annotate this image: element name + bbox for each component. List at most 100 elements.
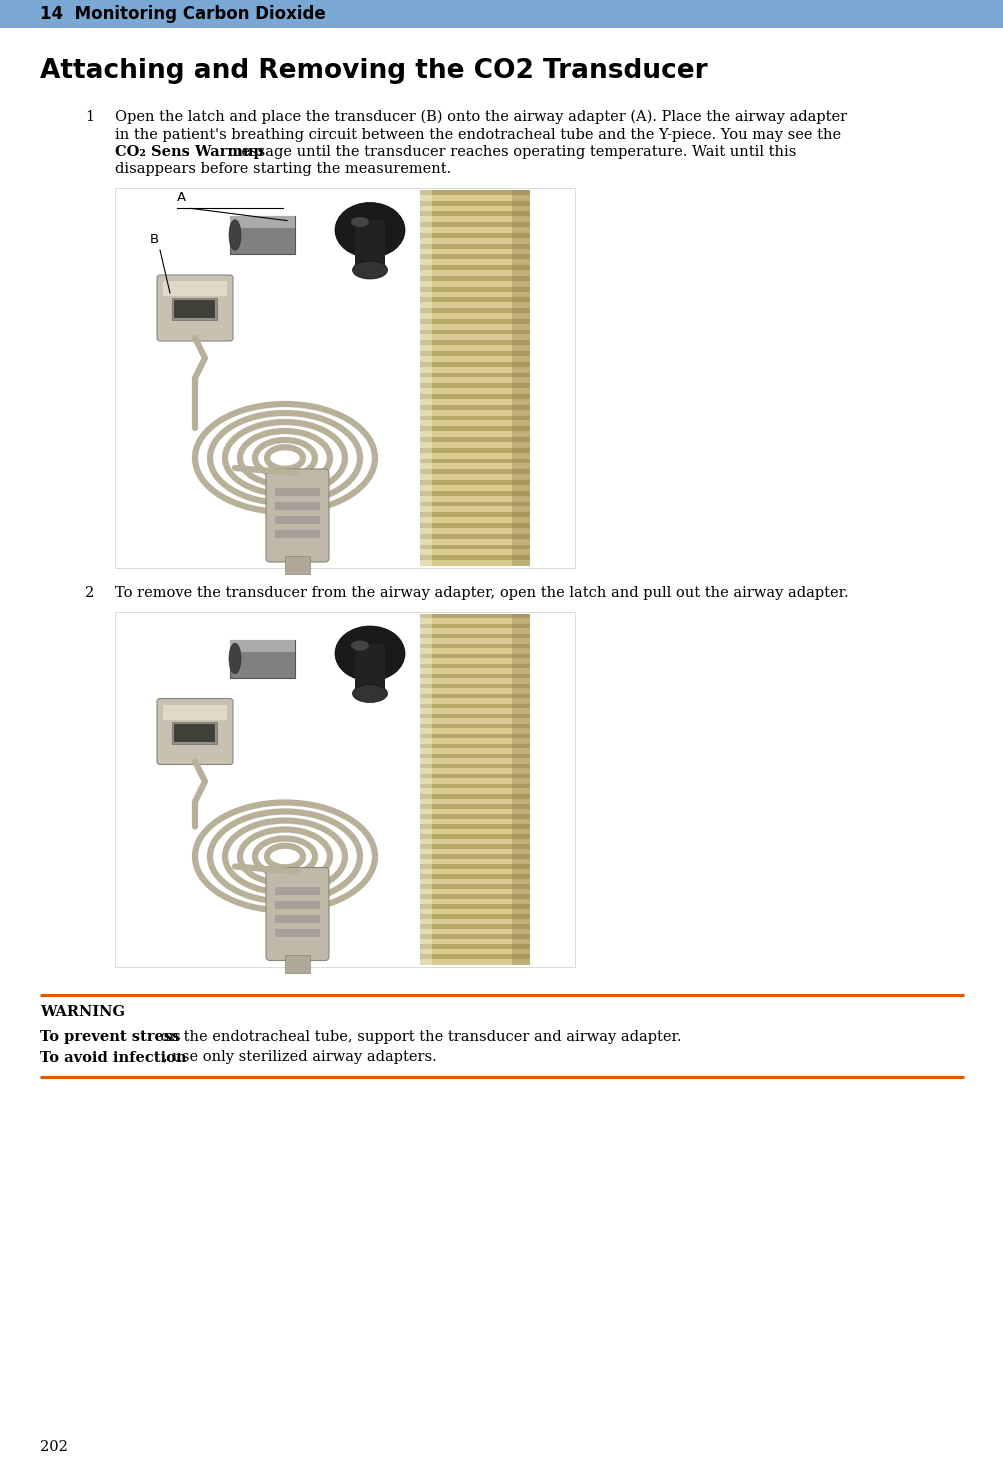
Bar bbox=[419, 838, 530, 844]
Bar bbox=[419, 190, 431, 565]
Bar bbox=[419, 404, 530, 410]
Text: 1: 1 bbox=[85, 111, 94, 124]
Bar bbox=[419, 765, 530, 769]
Ellipse shape bbox=[351, 641, 369, 651]
Bar bbox=[419, 292, 530, 298]
Ellipse shape bbox=[335, 626, 404, 680]
Bar bbox=[419, 889, 530, 894]
Bar bbox=[512, 190, 530, 565]
Bar bbox=[419, 223, 530, 227]
Bar bbox=[230, 639, 295, 651]
Bar bbox=[419, 844, 530, 849]
Bar bbox=[230, 215, 295, 227]
Bar bbox=[419, 884, 530, 889]
Bar bbox=[419, 362, 530, 366]
Bar bbox=[419, 809, 530, 815]
Bar bbox=[419, 319, 530, 323]
Bar bbox=[419, 865, 530, 869]
Bar bbox=[174, 723, 215, 741]
Bar bbox=[419, 794, 530, 799]
Bar bbox=[419, 190, 530, 195]
Bar bbox=[419, 959, 530, 964]
Bar bbox=[419, 555, 530, 559]
Bar bbox=[419, 205, 530, 211]
Bar bbox=[419, 955, 530, 959]
Bar bbox=[419, 784, 530, 788]
Bar bbox=[275, 915, 320, 922]
Bar bbox=[419, 323, 530, 329]
Bar bbox=[419, 815, 530, 819]
Bar bbox=[419, 528, 530, 534]
Bar bbox=[419, 738, 530, 744]
Text: Open the latch and place the transducer (B) onto the airway adapter (A). Place t: Open the latch and place the transducer … bbox=[115, 111, 847, 124]
Bar bbox=[419, 421, 530, 427]
Bar bbox=[419, 335, 530, 341]
Bar bbox=[419, 664, 530, 669]
Bar bbox=[419, 227, 530, 233]
Bar bbox=[419, 394, 530, 399]
Bar bbox=[419, 195, 530, 201]
FancyBboxPatch shape bbox=[156, 275, 233, 341]
Bar bbox=[419, 920, 530, 924]
Bar bbox=[419, 688, 530, 694]
Bar bbox=[419, 754, 530, 759]
Bar bbox=[419, 804, 530, 809]
Bar bbox=[419, 623, 530, 629]
Bar bbox=[419, 517, 530, 523]
Bar bbox=[172, 298, 217, 320]
Bar bbox=[419, 928, 530, 934]
Bar bbox=[419, 683, 530, 688]
Bar bbox=[419, 372, 530, 378]
Bar bbox=[419, 559, 530, 565]
Bar bbox=[419, 266, 530, 270]
Text: in the patient's breathing circuit between the endotracheal tube and the Y-piece: in the patient's breathing circuit betwe… bbox=[115, 127, 841, 142]
Bar bbox=[419, 905, 530, 909]
Bar bbox=[419, 341, 530, 345]
Bar bbox=[419, 427, 530, 431]
Bar bbox=[419, 384, 530, 388]
Bar bbox=[174, 300, 215, 317]
Bar bbox=[419, 453, 530, 459]
Text: A: A bbox=[177, 190, 186, 204]
Text: To prevent stress: To prevent stress bbox=[40, 1030, 181, 1045]
Bar bbox=[0, 0, 1003, 28]
Bar bbox=[419, 545, 530, 549]
Ellipse shape bbox=[229, 644, 241, 673]
Bar bbox=[419, 276, 530, 280]
Bar bbox=[419, 828, 530, 834]
Bar bbox=[419, 201, 530, 205]
Bar bbox=[419, 759, 530, 765]
Bar bbox=[419, 459, 530, 463]
Bar bbox=[419, 849, 530, 855]
Bar bbox=[419, 469, 530, 474]
Bar bbox=[419, 329, 530, 335]
Text: To avoid infection: To avoid infection bbox=[40, 1051, 187, 1064]
Bar bbox=[419, 704, 530, 708]
Bar bbox=[419, 748, 530, 754]
Bar bbox=[419, 723, 530, 728]
Bar bbox=[419, 894, 530, 899]
Bar bbox=[419, 614, 530, 964]
Text: B: B bbox=[149, 233, 158, 246]
Bar bbox=[419, 441, 530, 447]
Bar bbox=[162, 280, 227, 297]
Bar bbox=[419, 819, 530, 824]
Bar bbox=[419, 244, 530, 248]
Bar bbox=[172, 722, 217, 744]
Bar bbox=[419, 694, 530, 698]
Bar bbox=[419, 351, 530, 356]
Text: CO₂ Sens Warmup: CO₂ Sens Warmup bbox=[115, 145, 264, 159]
Text: message until the transducer reaches operating temperature. Wait until this: message until the transducer reaches ope… bbox=[223, 145, 795, 159]
Bar bbox=[419, 633, 530, 638]
Bar bbox=[419, 378, 530, 384]
Bar bbox=[419, 934, 530, 939]
Bar bbox=[419, 248, 530, 254]
Text: Attaching and Removing the CO2 Transducer: Attaching and Removing the CO2 Transduce… bbox=[40, 58, 707, 84]
Ellipse shape bbox=[229, 220, 241, 251]
Bar bbox=[419, 190, 530, 565]
Bar bbox=[419, 799, 530, 804]
Bar bbox=[275, 517, 320, 524]
Bar bbox=[419, 480, 530, 486]
Bar bbox=[419, 388, 530, 394]
Bar bbox=[419, 744, 530, 748]
